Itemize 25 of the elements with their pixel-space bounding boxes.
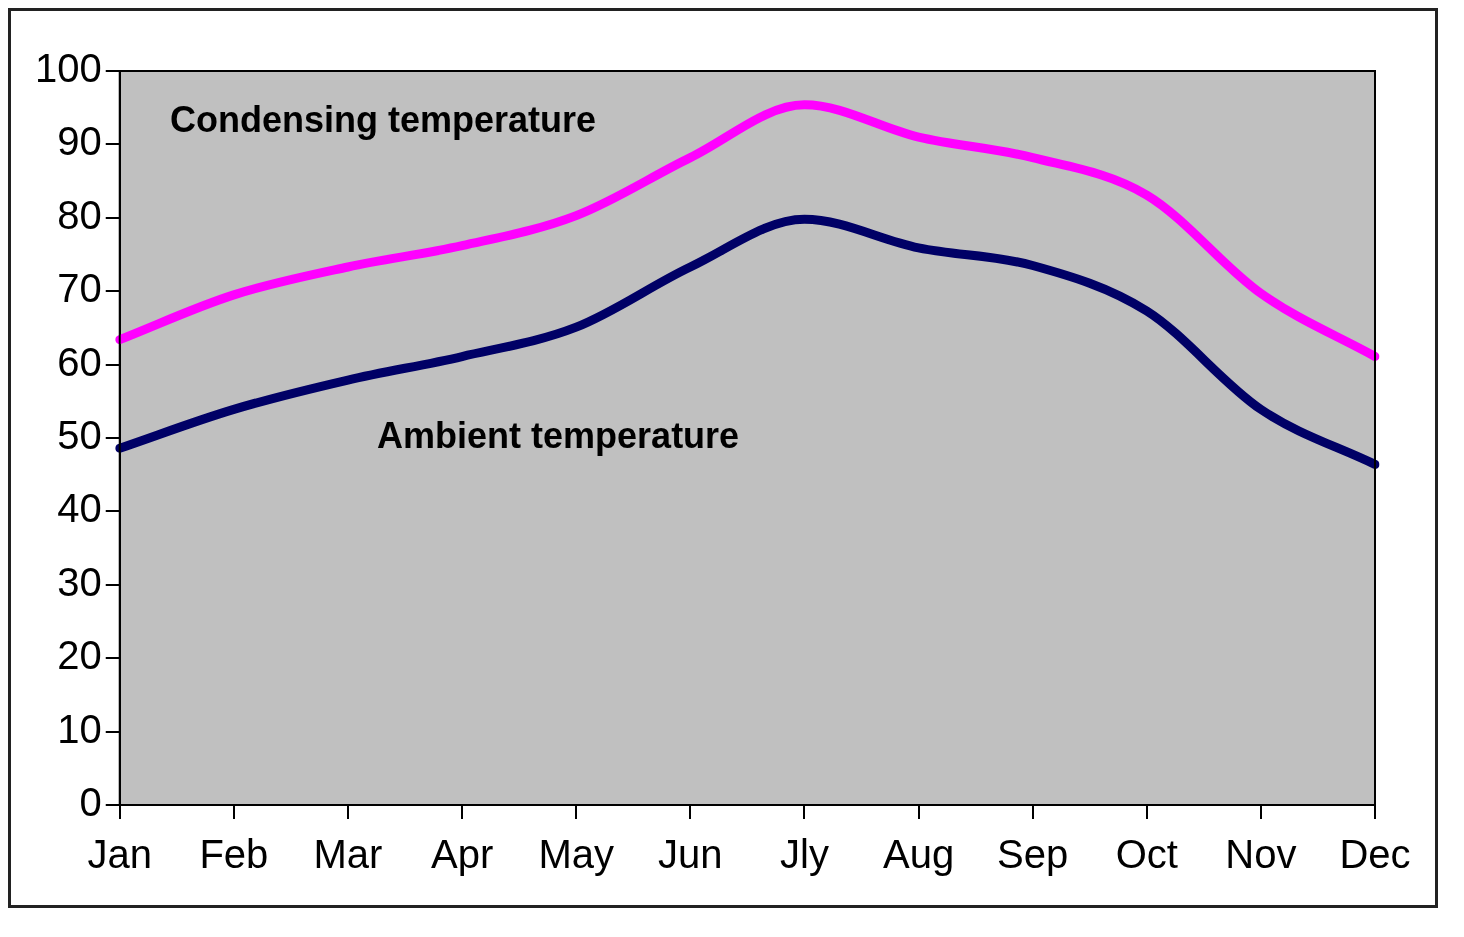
series-label: Condensing temperature bbox=[169, 99, 597, 141]
x-tick-label: Aug bbox=[882, 832, 955, 877]
series-label: Ambient temperature bbox=[377, 414, 740, 456]
y-tick-label: 20 bbox=[57, 633, 102, 678]
x-tick-label: Mar bbox=[313, 832, 383, 877]
y-tick-label: 50 bbox=[57, 413, 102, 458]
x-tick-label: Jan bbox=[87, 832, 152, 877]
x-tick-label: Feb bbox=[199, 832, 269, 877]
x-tick-label: Apr bbox=[430, 832, 494, 877]
x-tick-label: Oct bbox=[1115, 832, 1178, 877]
x-tick-label: Nov bbox=[1225, 832, 1297, 877]
x-tick-label: May bbox=[538, 832, 614, 877]
x-tick-label: Dec bbox=[1339, 832, 1411, 877]
y-tick-label: 70 bbox=[57, 266, 102, 311]
y-tick-label: 10 bbox=[57, 706, 102, 751]
y-tick-label: 80 bbox=[57, 192, 102, 237]
y-tick-label: 0 bbox=[79, 780, 102, 825]
x-tick-label: Sep bbox=[997, 832, 1069, 877]
y-tick-label: 30 bbox=[57, 559, 102, 604]
y-tick-label: 40 bbox=[57, 486, 102, 531]
x-tick-label: Jun bbox=[658, 832, 723, 877]
y-tick-label: 90 bbox=[57, 119, 102, 164]
y-tick-label: 60 bbox=[57, 339, 102, 384]
x-tick-label: Jly bbox=[779, 832, 829, 877]
y-tick-label: 100 bbox=[34, 46, 102, 91]
